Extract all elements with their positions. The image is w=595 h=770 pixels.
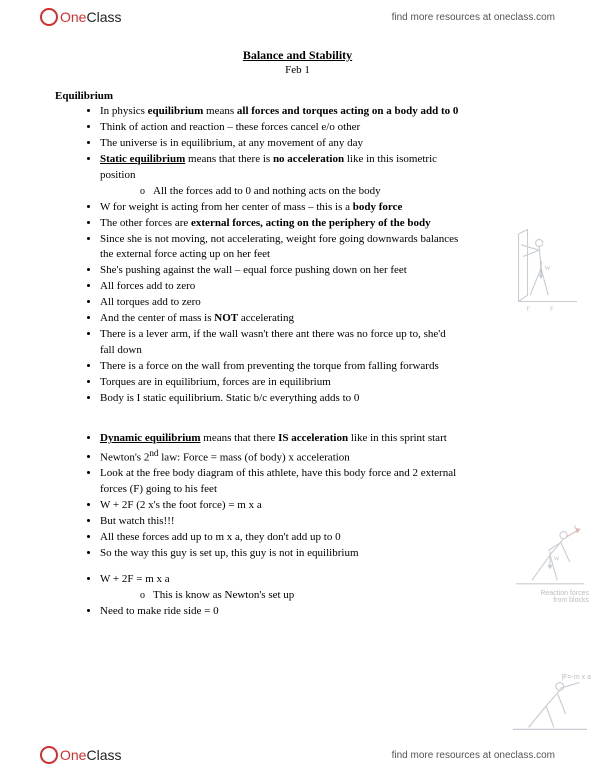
- bullet-list-2: Dynamic equilibrium means that there IS …: [55, 431, 540, 562]
- list-item: All forces add to zero: [100, 279, 540, 295]
- list-item: Dynamic equilibrium means that there IS …: [100, 431, 540, 447]
- list-item: Think of action and reaction – these for…: [100, 120, 540, 136]
- list-item: The other forces are external forces, ac…: [100, 216, 540, 232]
- bullet-list-1: In physics equilibrium means all forces …: [55, 104, 540, 407]
- figure-static-equilibrium: W F F: [511, 225, 589, 315]
- sub-list: All the forces add to 0 and nothing acts…: [100, 184, 460, 200]
- svg-text:F: F: [550, 306, 554, 313]
- list-item: There is a force on the wall from preven…: [100, 359, 540, 375]
- bullet-list-3: W + 2F = m x a This is know as Newton's …: [55, 572, 540, 620]
- footer-link[interactable]: find more resources at oneclass.com: [392, 750, 555, 761]
- svg-text:W: W: [545, 265, 551, 272]
- list-item: And the center of mass is NOT accelerati…: [100, 311, 540, 327]
- sub-list-item: This is know as Newton's set up: [140, 588, 460, 604]
- svg-text:a: a: [573, 523, 576, 530]
- figure-dynamic-equilibrium: W a Reaction forces from blocks: [511, 510, 589, 600]
- list-item: W + 2F (2 x's the foot force) = m x a: [100, 498, 540, 514]
- figure-formula-label: |F=-m x a: [561, 674, 591, 681]
- figure-newton-setup: |F=-m x a: [511, 670, 589, 740]
- brand-logo-footer: OneClass: [40, 746, 121, 764]
- list-item: Look at the free body diagram of this at…: [100, 466, 540, 498]
- list-item: She's pushing against the wall – equal f…: [100, 263, 540, 279]
- logo-text: OneClass: [60, 9, 121, 25]
- spacer: [55, 417, 540, 431]
- list-item: The universe is in equilibrium, at any m…: [100, 136, 540, 152]
- logo-class: Class: [86, 9, 121, 25]
- logo-text: OneClass: [60, 747, 121, 763]
- list-item: Static equilibrium means that there is n…: [100, 152, 540, 200]
- page-date: Feb 1: [55, 64, 540, 76]
- svg-text:F: F: [527, 306, 531, 313]
- list-item: Since she is not moving, not acceleratin…: [100, 232, 540, 264]
- document-body: Balance and Stability Feb 1 Equilibrium …: [0, 30, 595, 620]
- list-item: W + 2F = m x a This is know as Newton's …: [100, 572, 540, 604]
- list-item: W for weight is acting from her center o…: [100, 200, 540, 216]
- svg-text:W: W: [554, 555, 560, 562]
- title-block: Balance and Stability Feb 1: [55, 48, 540, 76]
- logo-one: One: [60, 9, 86, 25]
- sub-list-item: All the forces add to 0 and nothing acts…: [140, 184, 460, 200]
- logo-icon: [40, 746, 58, 764]
- list-item: Need to make ride side = 0: [100, 604, 540, 620]
- logo-one: One: [60, 747, 86, 763]
- logo-class: Class: [86, 747, 121, 763]
- sub-list: This is know as Newton's set up: [100, 588, 460, 604]
- list-item: But watch this!!!: [100, 514, 540, 530]
- list-item: There is a lever arm, if the wall wasn't…: [100, 327, 540, 359]
- page-footer: OneClass find more resources at oneclass…: [0, 746, 595, 764]
- list-item: Body is I static equilibrium. Static b/c…: [100, 391, 540, 407]
- figure-caption: Reaction forces from blocks: [529, 590, 589, 604]
- list-item: Newton's 2nd law: Force = mass (of body)…: [100, 447, 540, 467]
- list-item: Torques are in equilibrium, forces are i…: [100, 375, 540, 391]
- page-title: Balance and Stability: [55, 48, 540, 63]
- list-item: All torques add to zero: [100, 295, 540, 311]
- section-heading-equilibrium: Equilibrium: [55, 90, 540, 102]
- page-header: OneClass find more resources at oneclass…: [0, 0, 595, 30]
- header-link[interactable]: find more resources at oneclass.com: [392, 12, 555, 23]
- list-item: In physics equilibrium means all forces …: [100, 104, 540, 120]
- list-item: All these forces add up to m x a, they d…: [100, 530, 540, 546]
- list-item: So the way this guy is set up, this guy …: [100, 546, 540, 562]
- logo-icon: [40, 8, 58, 26]
- brand-logo: OneClass: [40, 8, 121, 26]
